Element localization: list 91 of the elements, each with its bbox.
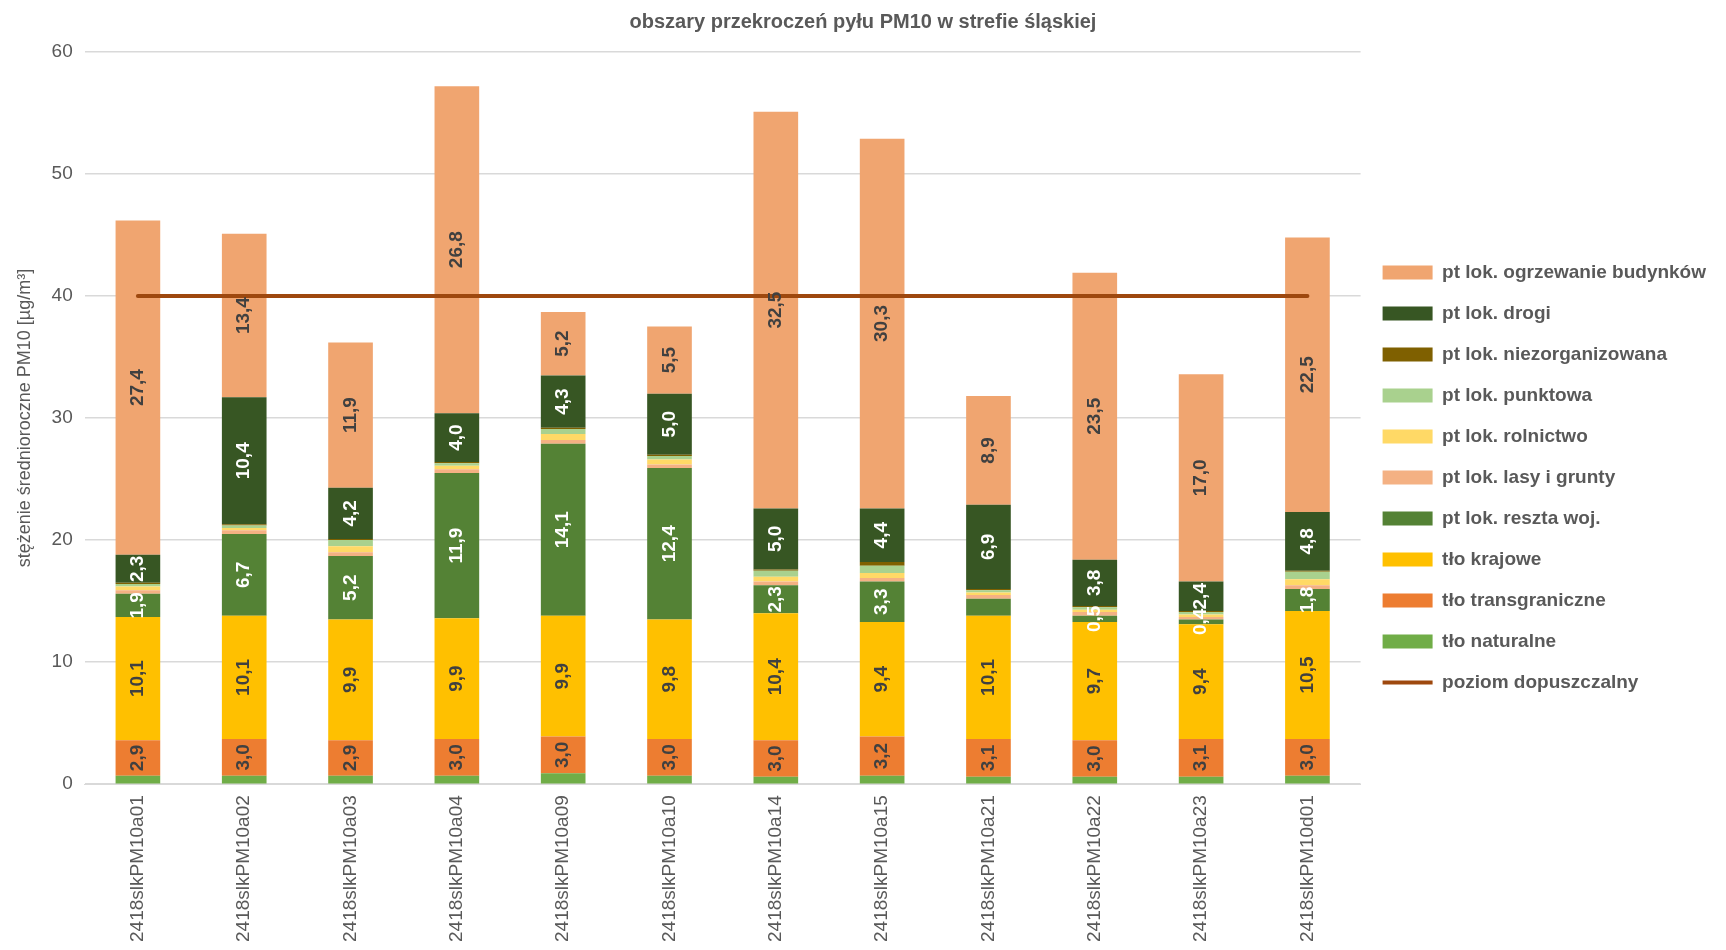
y-tick-label: 50 [51, 162, 73, 184]
data-label: 4,3 [551, 388, 573, 415]
data-label: 9,4 [1189, 668, 1211, 695]
legend-label: poziom dopuszczalny [1442, 670, 1639, 692]
data-label: 23,5 [1083, 397, 1105, 435]
data-label: 3,0 [551, 741, 573, 769]
data-label: 3,0 [232, 744, 254, 771]
data-label: 4,0 [445, 424, 467, 451]
data-label: 9,4 [870, 665, 892, 693]
data-label: 9,9 [445, 665, 467, 692]
legend-label: pt lok. punktowa [1442, 383, 1593, 405]
legend-label: pt lok. rolnictwo [1442, 424, 1588, 446]
data-label: 22,5 [1295, 355, 1317, 394]
data-label: 3,3 [870, 588, 892, 615]
data-label: 0,5 [1083, 605, 1105, 633]
data-label: 17,0 [1189, 459, 1211, 497]
data-label: 10,1 [126, 659, 148, 698]
data-label: 2,3 [764, 586, 786, 613]
data-label: 2,9 [126, 744, 148, 772]
x-tick-label: 2418slkPM10a10 [657, 795, 679, 942]
data-label: 5,0 [657, 410, 679, 438]
data-label: 3,0 [1295, 744, 1317, 771]
data-label: 32,5 [764, 291, 786, 329]
data-label: 6,7 [232, 561, 254, 589]
data-label: 9,8 [657, 666, 679, 693]
legend-label: tło transgraniczne [1442, 588, 1606, 610]
data-label: 4,2 [338, 500, 360, 527]
y-tick-label: 30 [51, 406, 73, 428]
data-label: 3,1 [1189, 744, 1211, 772]
legend-label: pt lok. ogrzewanie budynków [1442, 260, 1707, 282]
data-label: 26,8 [445, 231, 467, 269]
data-label: 10,4 [232, 441, 254, 480]
y-tick-label: 10 [51, 650, 73, 672]
chart-title: obszary przekroczeń pyłu PM10 w strefie śląskiej [629, 9, 1097, 32]
data-label: 30,3 [870, 305, 892, 343]
legend-label: pt lok. reszta woj. [1442, 506, 1601, 528]
data-label: 2,9 [338, 744, 360, 772]
x-tick-label: 2418slkPM10a23 [1189, 795, 1211, 942]
legend-label: pt lok. lasy i grunty [1442, 465, 1616, 487]
data-label: 2,3 [126, 555, 148, 583]
x-tick-label: 2418slkPM10a01 [126, 795, 148, 942]
legend-label: tło naturalne [1442, 629, 1557, 651]
y-tick-label: 0 [62, 772, 73, 794]
y-tick-label: 60 [51, 40, 73, 62]
data-label: 13,4 [232, 296, 254, 335]
data-label: 11,9 [445, 527, 467, 564]
data-label: 3,8 [1083, 569, 1105, 597]
data-label: 9,9 [551, 662, 573, 690]
data-label: 14,1 [551, 510, 573, 549]
y-tick-label: 40 [51, 284, 73, 306]
y-tick-label: 20 [51, 528, 73, 550]
data-label: 3,0 [764, 745, 786, 772]
data-label: 10,1 [976, 658, 998, 696]
x-tick-label: 2418slkPM10a03 [338, 795, 360, 942]
data-label: 5,5 [657, 346, 679, 374]
data-label: 5,2 [551, 330, 573, 357]
data-label: 3,0 [1083, 745, 1105, 772]
data-label: 27,4 [126, 368, 148, 407]
data-label: 4,4 [870, 521, 892, 549]
data-label: 1,8 [1295, 586, 1317, 614]
legend-label: pt lok. drogi [1442, 301, 1551, 323]
data-label: 5,0 [764, 525, 786, 553]
x-tick-label: 2418slkPM10d01 [1295, 795, 1317, 942]
x-tick-label: 2418slkPM10a22 [1083, 795, 1105, 942]
x-tick-label: 2418slkPM10a04 [445, 794, 467, 942]
x-tick-label: 2418slkPM10a09 [551, 795, 573, 942]
data-label: 11,9 [338, 397, 360, 434]
data-label: 5,2 [338, 574, 360, 601]
data-label: 3,0 [445, 744, 467, 771]
data-label: 12,4 [657, 524, 679, 563]
data-label: 9,9 [338, 666, 360, 694]
data-label: 8,9 [976, 437, 998, 464]
legend-label: pt lok. niezorganizowana [1442, 342, 1668, 364]
y-axis-title: stężenie średnioroczne PM10 [µg/m³] [13, 268, 34, 568]
x-tick-label: 2418slkPM10a15 [870, 795, 892, 942]
data-label: 3,1 [976, 744, 998, 772]
data-label: 10,5 [1295, 656, 1317, 694]
x-tick-label: 2418slkPM10a02 [232, 795, 254, 942]
data-label: 1,9 [126, 592, 148, 619]
data-label: 2,4 [1189, 582, 1211, 610]
data-label: 9,7 [1083, 667, 1105, 695]
data-label: 6,9 [976, 533, 998, 561]
data-label: 10,1 [232, 658, 254, 696]
data-label: 3,2 [870, 742, 892, 770]
x-tick-label: 2418slkPM10a14 [764, 794, 786, 942]
data-label: 0,4 [1189, 608, 1211, 636]
legend-label: tło krajowe [1442, 547, 1542, 569]
data-label: 3,0 [657, 744, 679, 771]
data-label: 10,4 [764, 657, 786, 696]
data-label: 4,8 [1295, 528, 1317, 555]
x-tick-label: 2418slkPM10a21 [976, 795, 998, 942]
